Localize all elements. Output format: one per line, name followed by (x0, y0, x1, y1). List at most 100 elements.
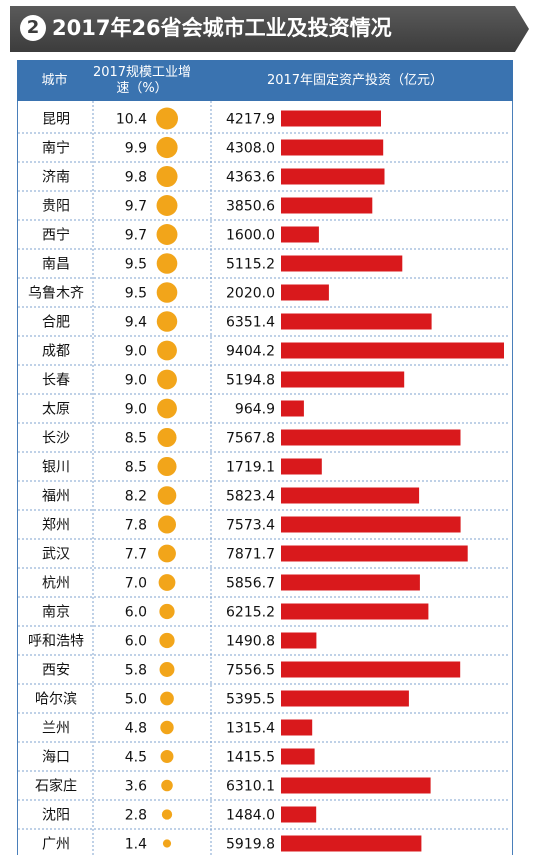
city-label: 武汉 (42, 547, 70, 563)
investment-value-label: 6310.1 (226, 779, 275, 795)
city-label: 杭州 (42, 576, 70, 592)
growth-dot (156, 253, 178, 274)
growth-dot (156, 107, 178, 130)
investment-value-label: 4308.0 (226, 141, 275, 157)
investment-bar (281, 429, 461, 446)
growth-dot (156, 136, 178, 159)
investment-bar (281, 313, 432, 330)
investment-bar (281, 632, 317, 649)
growth-dot (160, 691, 174, 706)
investment-value-label: 5856.7 (226, 576, 275, 592)
investment-bar (281, 139, 384, 156)
table-header: 城市 2017规模工业增速（%） 2017年固定资产投资（亿元） (17, 60, 513, 101)
growth-value-label: 4.5 (125, 750, 147, 766)
city-label: 哈尔滨 (35, 692, 77, 708)
title-bar: 2 2017年26省会城市工业及投资情况 (10, 6, 529, 52)
investment-bar (281, 545, 468, 562)
growth-value-label: 8.5 (125, 431, 147, 447)
investment-value-label: 6351.4 (226, 315, 275, 331)
growth-dot (156, 224, 178, 245)
growth-value-label: 9.0 (125, 373, 147, 389)
growth-value-label: 7.7 (125, 547, 147, 563)
investment-value-label: 5194.8 (226, 373, 275, 389)
city-label: 南宁 (42, 140, 70, 157)
city-label: 长沙 (42, 431, 70, 447)
investment-bar (281, 342, 504, 359)
city-label: 贵阳 (42, 199, 70, 215)
investment-bar (281, 748, 315, 765)
growth-dot (157, 340, 177, 361)
table-frame (17, 101, 513, 855)
growth-dot (158, 515, 176, 534)
growth-value-label: 9.8 (125, 170, 147, 186)
title-notch (515, 6, 529, 52)
growth-dot (156, 165, 178, 188)
growth-dot (158, 574, 176, 591)
investment-value-label: 7871.7 (226, 547, 275, 563)
growth-value-label: 9.7 (125, 199, 147, 215)
investment-bar (281, 603, 429, 620)
growth-value-label: 9.5 (125, 286, 147, 302)
investment-value-label: 5395.5 (226, 692, 275, 708)
city-label: 福州 (42, 489, 70, 505)
city-label: 合肥 (42, 315, 70, 331)
city-label: 西宁 (42, 227, 70, 244)
investment-bar (281, 168, 385, 185)
investment-bar (281, 458, 322, 475)
investment-bar (281, 516, 461, 533)
city-label: 乌鲁木齐 (28, 286, 84, 302)
investment-bar (281, 110, 381, 127)
investment-value-label: 2020.0 (226, 286, 275, 302)
growth-dot (158, 544, 176, 563)
growth-dot (161, 779, 173, 792)
investment-value-label: 964.9 (235, 402, 275, 418)
growth-value-label: 7.0 (125, 576, 147, 592)
city-label: 银川 (42, 460, 70, 476)
investment-value-label: 1719.1 (226, 460, 275, 476)
investment-bar (281, 806, 317, 823)
growth-dot (156, 311, 178, 332)
investment-bar (281, 574, 420, 591)
investment-bar (281, 719, 313, 736)
city-label: 广州 (42, 837, 70, 853)
growth-dot (161, 809, 173, 820)
growth-value-label: 4.8 (125, 721, 147, 737)
city-label: 呼和浩特 (28, 634, 84, 650)
investment-bar (281, 226, 319, 243)
growth-value-label: 9.9 (125, 141, 147, 157)
city-label: 成都 (42, 344, 70, 360)
investment-value-label: 4363.6 (226, 170, 275, 186)
growth-dot (160, 720, 174, 735)
investment-value-label: 6215.2 (226, 605, 275, 621)
investment-value-label: 1484.0 (226, 808, 275, 824)
header-investment: 2017年固定资产投资（亿元） (266, 72, 444, 88)
city-label: 郑州 (42, 518, 70, 534)
investment-value-label: 5919.8 (226, 837, 275, 853)
investment-bar (281, 197, 373, 214)
city-label: 兰州 (42, 721, 70, 737)
city-label: 沈阳 (42, 808, 70, 824)
growth-value-label: 9.0 (125, 344, 147, 360)
growth-value-label: 2.8 (125, 808, 147, 824)
investment-value-label: 9404.2 (226, 344, 275, 360)
growth-value-label: 3.6 (125, 779, 147, 795)
chart-title: 2017年26省会城市工业及投资情况 (52, 16, 392, 40)
title-number-badge: 2 (20, 15, 46, 41)
city-label: 太原 (42, 402, 70, 418)
growth-value-label: 5.8 (125, 663, 147, 679)
growth-value-label: 6.0 (125, 605, 147, 621)
growth-dot (156, 195, 178, 216)
growth-value-label: 1.4 (125, 837, 147, 853)
growth-dot (157, 369, 177, 390)
growth-dot (157, 486, 177, 505)
growth-value-label: 9.7 (125, 228, 147, 244)
investment-value-label: 4217.9 (226, 112, 275, 128)
investment-value-label: 1490.8 (226, 634, 275, 650)
growth-value-label: 6.0 (125, 634, 147, 650)
growth-dot (159, 632, 175, 649)
investment-bar (281, 284, 329, 301)
city-label: 长春 (42, 373, 70, 389)
investment-value-label: 1600.0 (226, 228, 275, 244)
investment-value-label: 1415.5 (226, 750, 275, 766)
